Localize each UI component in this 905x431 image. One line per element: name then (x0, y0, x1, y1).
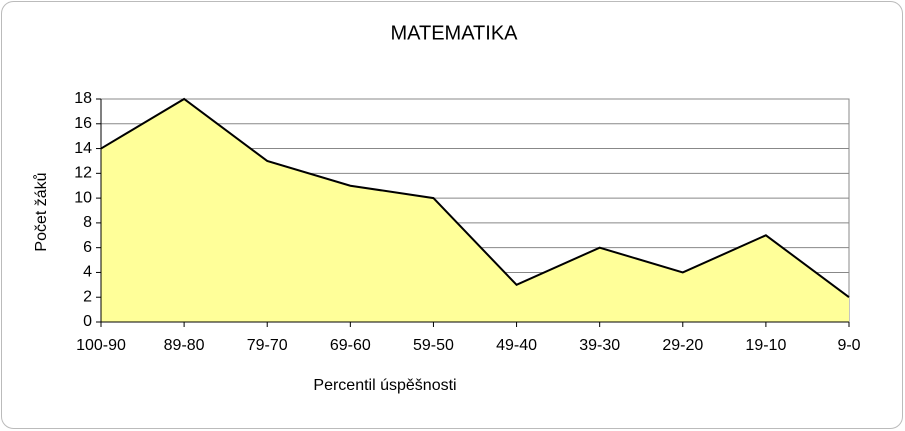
x-tick-label: 100-90 (76, 337, 126, 354)
y-tick-label: 2 (83, 288, 92, 305)
x-tick-label: 19-10 (745, 337, 786, 354)
x-tick-label: 79-70 (247, 337, 288, 354)
area (101, 99, 849, 322)
x-tick-label: 29-20 (662, 337, 703, 354)
y-tick-label: 0 (83, 313, 92, 330)
y-axis-label: Počet žáků (32, 172, 50, 251)
y-tick-label: 14 (74, 140, 92, 157)
chart-title: MATEMATIKA (390, 22, 518, 44)
x-tick-label: 59-50 (413, 337, 454, 354)
x-tick-label: 89-80 (164, 337, 205, 354)
y-tick-label: 10 (74, 189, 92, 206)
x-tick-label: 49-40 (496, 337, 537, 354)
y-tick-label: 4 (83, 264, 92, 281)
x-tick-label: 69-60 (330, 337, 371, 354)
y-tick-label: 8 (83, 214, 92, 231)
x-axis-label: Percentil úspěšnosti (313, 377, 456, 394)
x-tick-label: 39-30 (579, 337, 620, 354)
y-tick-label: 6 (83, 239, 92, 256)
y-tick-label: 12 (74, 165, 92, 182)
y-tick-label: 18 (74, 90, 92, 107)
x-tick-label: 9-0 (837, 337, 860, 354)
y-tick-label: 16 (74, 115, 92, 132)
area-line (100, 97, 850, 299)
